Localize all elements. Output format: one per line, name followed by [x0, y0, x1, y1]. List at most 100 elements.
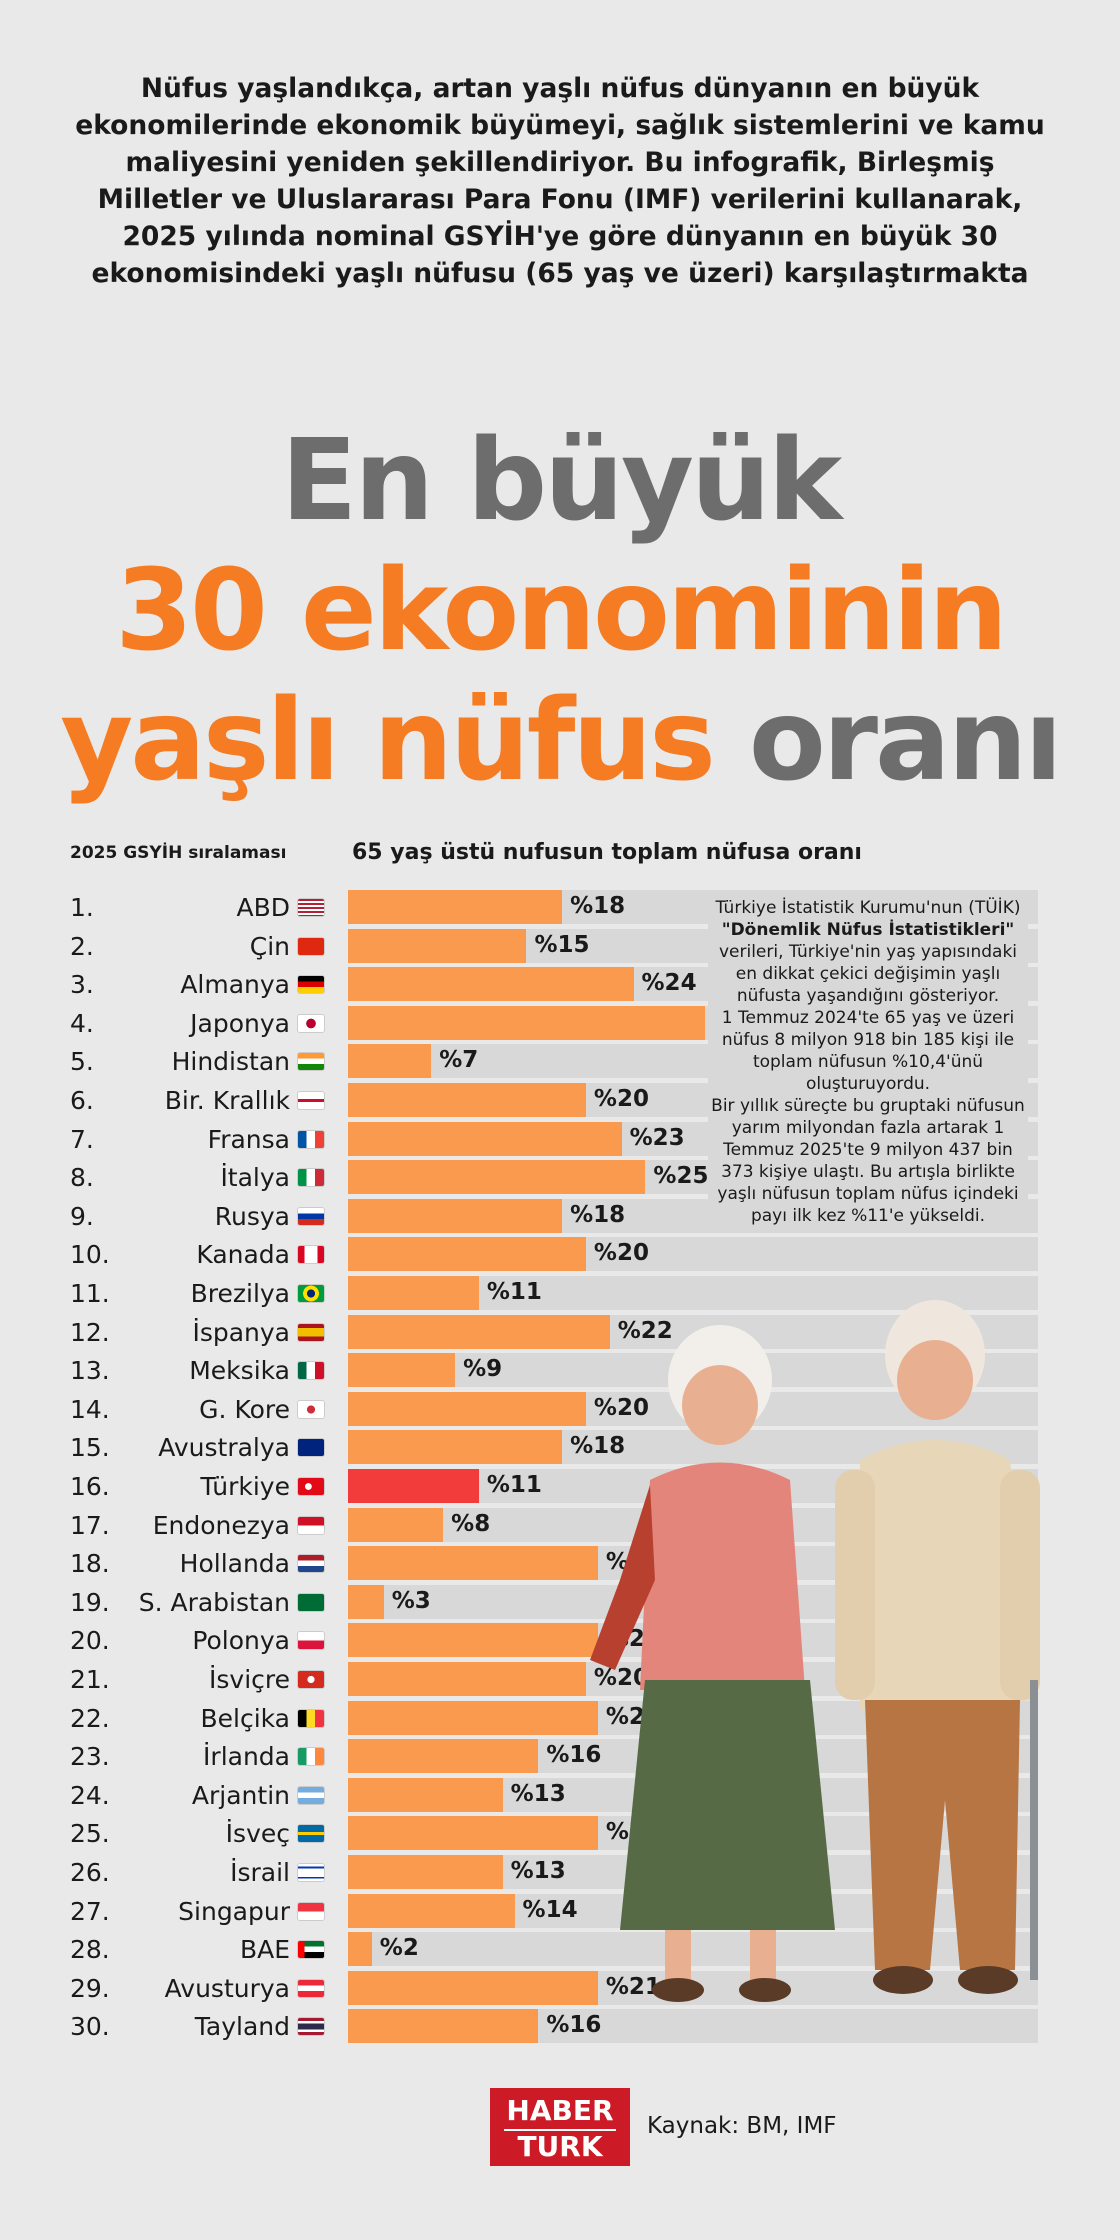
chart-row: 11. Brezilya %11 — [0, 1276, 1120, 1310]
flag-icon — [298, 1478, 324, 1495]
value-label: %7 — [439, 1047, 479, 1074]
country-label: İrlanda — [203, 1742, 290, 1772]
bar — [348, 1855, 503, 1889]
flag-icon — [298, 1709, 324, 1727]
flag-icon — [298, 1786, 324, 1804]
rank-label: 20. — [70, 1626, 110, 1656]
rank-label: 19. — [70, 1587, 110, 1617]
rank-label: 14. — [70, 1394, 110, 1424]
country-label: İsviçre — [209, 1665, 290, 1694]
country-label: İspanya — [192, 1317, 290, 1347]
flag-icon — [298, 1285, 324, 1302]
flag-icon — [298, 1748, 324, 1766]
flag-icon — [298, 1400, 324, 1418]
rank-label: 9. — [70, 1201, 94, 1231]
flag-icon — [298, 2018, 324, 2036]
bar — [348, 1314, 610, 1349]
bar — [348, 1430, 563, 1465]
bar — [348, 890, 563, 924]
value-label: %18 — [570, 1201, 626, 1228]
bar — [348, 1469, 479, 1503]
rank-label: 23. — [70, 1742, 110, 1772]
haberturk-logo: HABER TURK — [490, 2088, 630, 2166]
source-label: Kaynak: BM, IMF — [647, 2113, 837, 2139]
bar — [348, 1005, 705, 1040]
bar — [348, 1546, 598, 1581]
rank-label: 28. — [70, 1935, 110, 1965]
flag-icon — [298, 976, 324, 994]
country-label: Brezilya — [190, 1279, 290, 1308]
flag-icon — [298, 1825, 324, 1843]
rank-label: 16. — [70, 1472, 110, 1501]
country-label: İsveç — [225, 1819, 290, 1849]
country-label: ABD — [236, 893, 290, 922]
country-label: Endonezya — [152, 1510, 290, 1540]
flag-icon — [298, 1130, 324, 1148]
value-label: %20 — [593, 1086, 649, 1112]
rank-label: 4. — [70, 1008, 94, 1038]
note-text-3: 1 Temmuz 2024'te 65 yaş ve üzeri nüfus 8… — [721, 1008, 1015, 1094]
flag-icon — [298, 1439, 324, 1457]
value-label: %18 — [570, 1433, 626, 1460]
rank-label: 2. — [70, 931, 94, 961]
flag-icon — [298, 1092, 324, 1109]
bar — [348, 1932, 372, 1967]
country-label: Meksika — [189, 1356, 290, 1386]
flag-icon — [298, 899, 324, 916]
flag-icon — [298, 1941, 324, 1959]
flag-icon — [298, 1323, 324, 1341]
title-line-3: yaşlı nüfus oranı — [0, 685, 1120, 797]
country-label: G. Kore — [199, 1394, 290, 1424]
value-label: %20 — [593, 1240, 649, 1267]
country-label: Belçika — [200, 1703, 290, 1733]
country-label: Hindistan — [171, 1047, 290, 1077]
bar — [348, 1700, 598, 1735]
bar — [348, 1044, 432, 1079]
bar — [348, 1198, 563, 1233]
chart-row: 10. Kanada %20 — [0, 1237, 1120, 1272]
bar — [348, 1623, 598, 1658]
bar — [348, 1121, 622, 1156]
rank-label: 27. — [70, 1896, 110, 1926]
value-label: %24 — [641, 970, 697, 997]
intro-text: Nüfus yaşlandıkça, artan yaşlı nüfus dün… — [75, 73, 1045, 289]
logo-line-2: TURK — [504, 2129, 616, 2163]
bar — [348, 1662, 586, 1696]
flag-icon — [298, 1246, 324, 1264]
country-label: Hollanda — [179, 1549, 290, 1579]
country-label: Fransa — [207, 1124, 290, 1154]
country-label: İtalya — [220, 1163, 290, 1193]
flag-icon — [298, 1014, 324, 1032]
bar — [348, 1237, 586, 1272]
flag-icon — [298, 1362, 324, 1380]
rank-label: 25. — [70, 1819, 110, 1849]
flag-icon — [298, 1671, 324, 1688]
flag-icon — [298, 1053, 324, 1071]
bar — [348, 1160, 646, 1195]
country-label: Polonya — [192, 1626, 290, 1656]
bar — [348, 1893, 515, 1928]
country-label: Kanada — [196, 1240, 290, 1270]
country-label: Rusya — [214, 1201, 290, 1231]
bar — [348, 1391, 586, 1426]
rank-header: 2025 GSYİH sıralaması — [70, 843, 287, 863]
country-label: S. Arabistan — [138, 1587, 290, 1617]
value-label: %9 — [463, 1356, 503, 1383]
flag-icon — [298, 1207, 324, 1225]
country-label: Almanya — [180, 970, 290, 1000]
rank-label: 29. — [70, 1973, 110, 2003]
bar — [348, 1777, 503, 1812]
flag-icon — [298, 1902, 324, 1920]
country-label: Bir. Krallık — [164, 1086, 290, 1115]
value-label: %2 — [379, 1935, 419, 1962]
rank-label: 18. — [70, 1549, 110, 1579]
flag-icon — [298, 1979, 324, 1997]
bar — [348, 1276, 479, 1310]
value-label: %11 — [486, 1279, 542, 1305]
bar — [348, 1739, 539, 1774]
value-label: %3 — [391, 1587, 431, 1614]
country-label: Tayland — [194, 2012, 290, 2042]
note-text-1: Türkiye İstatistik Kurumu'nun (TÜİK) — [715, 898, 1021, 918]
value-label: %18 — [570, 893, 626, 919]
value-label: %22 — [617, 1317, 673, 1344]
